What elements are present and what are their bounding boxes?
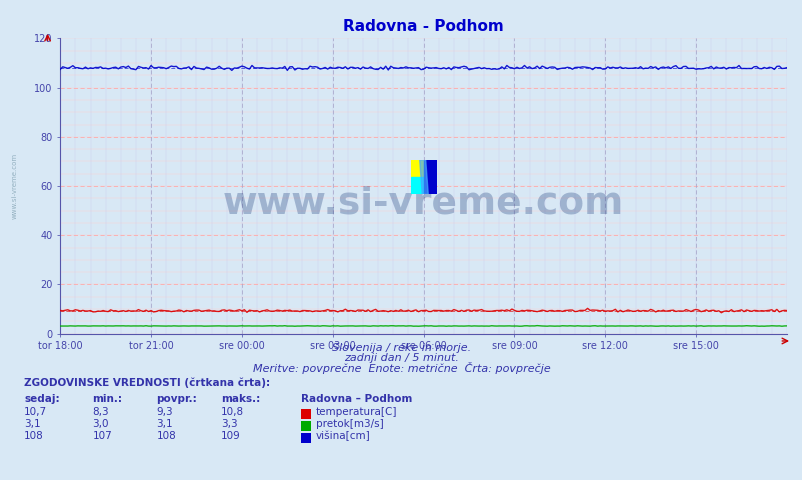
Text: maks.:: maks.: [221,394,260,404]
Text: zadnji dan / 5 minut.: zadnji dan / 5 minut. [343,353,459,363]
Text: sedaj:: sedaj: [24,394,59,404]
Text: 107: 107 [92,431,112,441]
Text: 10,7: 10,7 [24,407,47,417]
Text: Radovna – Podhom: Radovna – Podhom [301,394,412,404]
Text: Slovenija / reke in morje.: Slovenija / reke in morje. [331,343,471,353]
Text: 3,3: 3,3 [221,419,237,429]
Text: ZGODOVINSKE VREDNOSTI (črtkana črta):: ZGODOVINSKE VREDNOSTI (črtkana črta): [24,378,270,388]
Text: www.si-vreme.com: www.si-vreme.com [223,186,623,222]
Text: min.:: min.: [92,394,122,404]
Text: 109: 109 [221,431,241,441]
Text: 3,0: 3,0 [92,419,109,429]
Text: povpr.:: povpr.: [156,394,197,404]
Text: www.si-vreme.com: www.si-vreme.com [12,153,18,219]
Text: temperatura[C]: temperatura[C] [315,407,396,417]
Text: 9,3: 9,3 [156,407,173,417]
Text: Meritve: povprečne  Enote: metrične  Črta: povprečje: Meritve: povprečne Enote: metrične Črta:… [253,361,549,373]
Text: 108: 108 [24,431,44,441]
Text: 8,3: 8,3 [92,407,109,417]
Bar [423,160,436,194]
Text: 10,8: 10,8 [221,407,244,417]
Text: 108: 108 [156,431,176,441]
Text: 3,1: 3,1 [156,419,173,429]
Text: pretok[m3/s]: pretok[m3/s] [315,419,383,429]
Bar [411,160,423,177]
Polygon shape [419,160,427,194]
Text: višina[cm]: višina[cm] [315,431,370,441]
Bar [411,177,423,194]
Title: Radovna - Podhom: Radovna - Podhom [342,20,504,35]
Text: 3,1: 3,1 [24,419,41,429]
